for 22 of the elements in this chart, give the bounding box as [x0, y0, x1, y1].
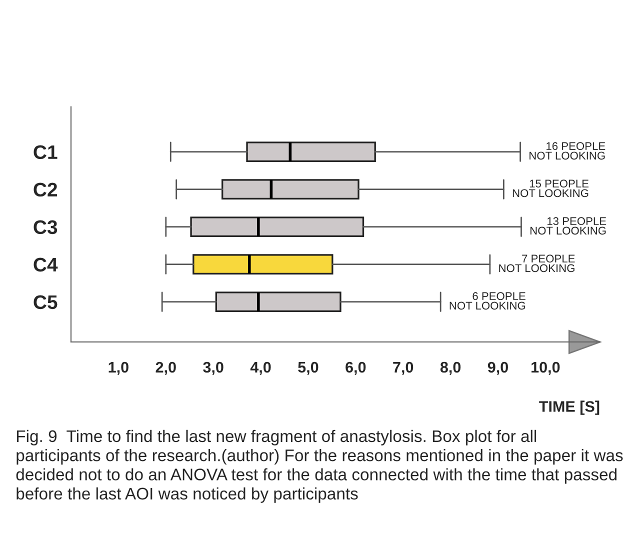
y-tick-label: C1 [34, 145, 58, 160]
x-tick-label: 4,0 [250, 362, 271, 375]
annotation: 13 PEOPLE NOT LOOKING [530, 217, 606, 235]
annotation: 15 PEOPLE NOT LOOKING [512, 180, 589, 198]
x-tick-label: 8,0 [440, 362, 461, 375]
x-tick-label: 9,0 [488, 362, 508, 375]
x-tick-label: 1,0 [108, 362, 128, 375]
x-tick-label: 7,0 [393, 362, 414, 375]
annotation: 7 PEOPLE NOT LOOKING [499, 254, 575, 272]
x-tick-label: 3,0 [203, 362, 224, 375]
x-axis-title: TIME [S] [539, 400, 600, 415]
annotation: 16 PEOPLE NOT LOOKING [530, 142, 606, 160]
x-tick-label: 6,0 [346, 362, 366, 375]
x-tick-label: 10,0 [532, 362, 560, 375]
y-tick-label: C4 [34, 258, 58, 272]
annotation: 6 PEOPLE NOT LOOKING [450, 292, 526, 310]
x-tick-label: 2,0 [156, 362, 176, 375]
y-tick-label: C3 [34, 220, 58, 234]
y-tick-label: C2 [34, 182, 58, 197]
y-tick-label: C5 [34, 295, 58, 310]
caption: Fig. 9 Time to find the last new fragment of anastylosis. Box plot for all participants of the research.(author) For the reasons mentioned in the paper it was decided not to do an ANOVA test for the data connected with the time that passed before the last AOI was noticed by participants [16, 430, 623, 503]
x-tick-label: 5,0 [298, 362, 318, 375]
